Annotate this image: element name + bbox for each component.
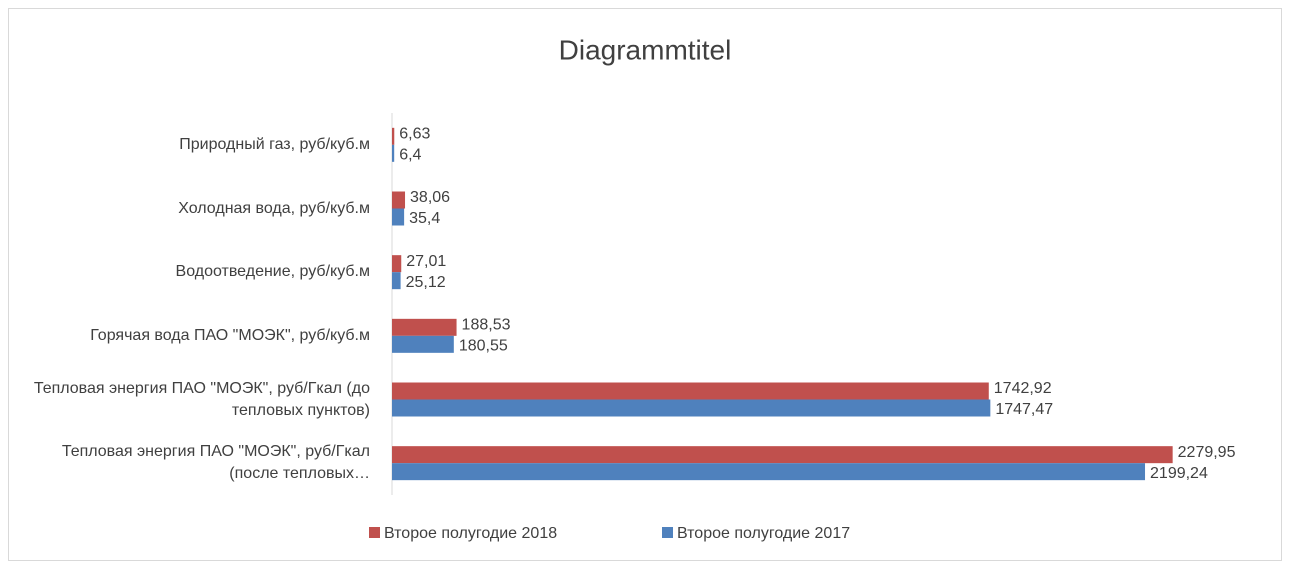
chart-title: Diagrammtitel <box>559 34 732 65</box>
category-label: Тепловая энергия ПАО "МОЭК", руб/Гкал (д… <box>33 379 370 419</box>
category-label: Холодная вода, руб/куб.м <box>178 199 370 217</box>
bar <box>392 446 1173 464</box>
bar <box>392 255 402 273</box>
legend-label: Второе полугодие 2017 <box>677 525 850 542</box>
category-label: Горячая вода ПАО "МОЭК", руб/куб.м <box>90 326 370 344</box>
data-label: 2279,95 <box>1178 444 1236 461</box>
bar <box>392 335 454 353</box>
bar <box>392 208 405 226</box>
data-label: 35,4 <box>409 210 440 227</box>
legend-swatch <box>369 527 380 538</box>
data-label: 1747,47 <box>995 401 1053 418</box>
bar <box>392 144 395 162</box>
bar <box>392 318 457 336</box>
data-label: 6,63 <box>399 126 430 143</box>
category-label: Природный газ, руб/куб.м <box>179 135 370 153</box>
data-label: 6,4 <box>399 147 421 164</box>
legend-label: Второе полугодие 2018 <box>384 525 557 542</box>
data-label: 27,01 <box>406 253 446 270</box>
data-label: 1742,92 <box>994 380 1052 397</box>
data-label: 2199,24 <box>1150 465 1208 482</box>
bar <box>392 127 395 145</box>
bar <box>392 399 991 417</box>
category-label: Водоотведение, руб/куб.м <box>175 263 370 281</box>
bar <box>392 272 401 290</box>
data-label: 38,06 <box>410 189 450 206</box>
data-label: 188,53 <box>462 317 511 334</box>
legend-swatch <box>662 527 673 538</box>
category-label: Тепловая энергия ПАО "МОЭК", руб/Гкал (п… <box>61 443 370 483</box>
bar <box>392 191 406 209</box>
data-label: 25,12 <box>406 274 446 291</box>
data-label: 180,55 <box>459 338 508 355</box>
bar <box>392 463 1146 481</box>
bar <box>392 382 989 400</box>
